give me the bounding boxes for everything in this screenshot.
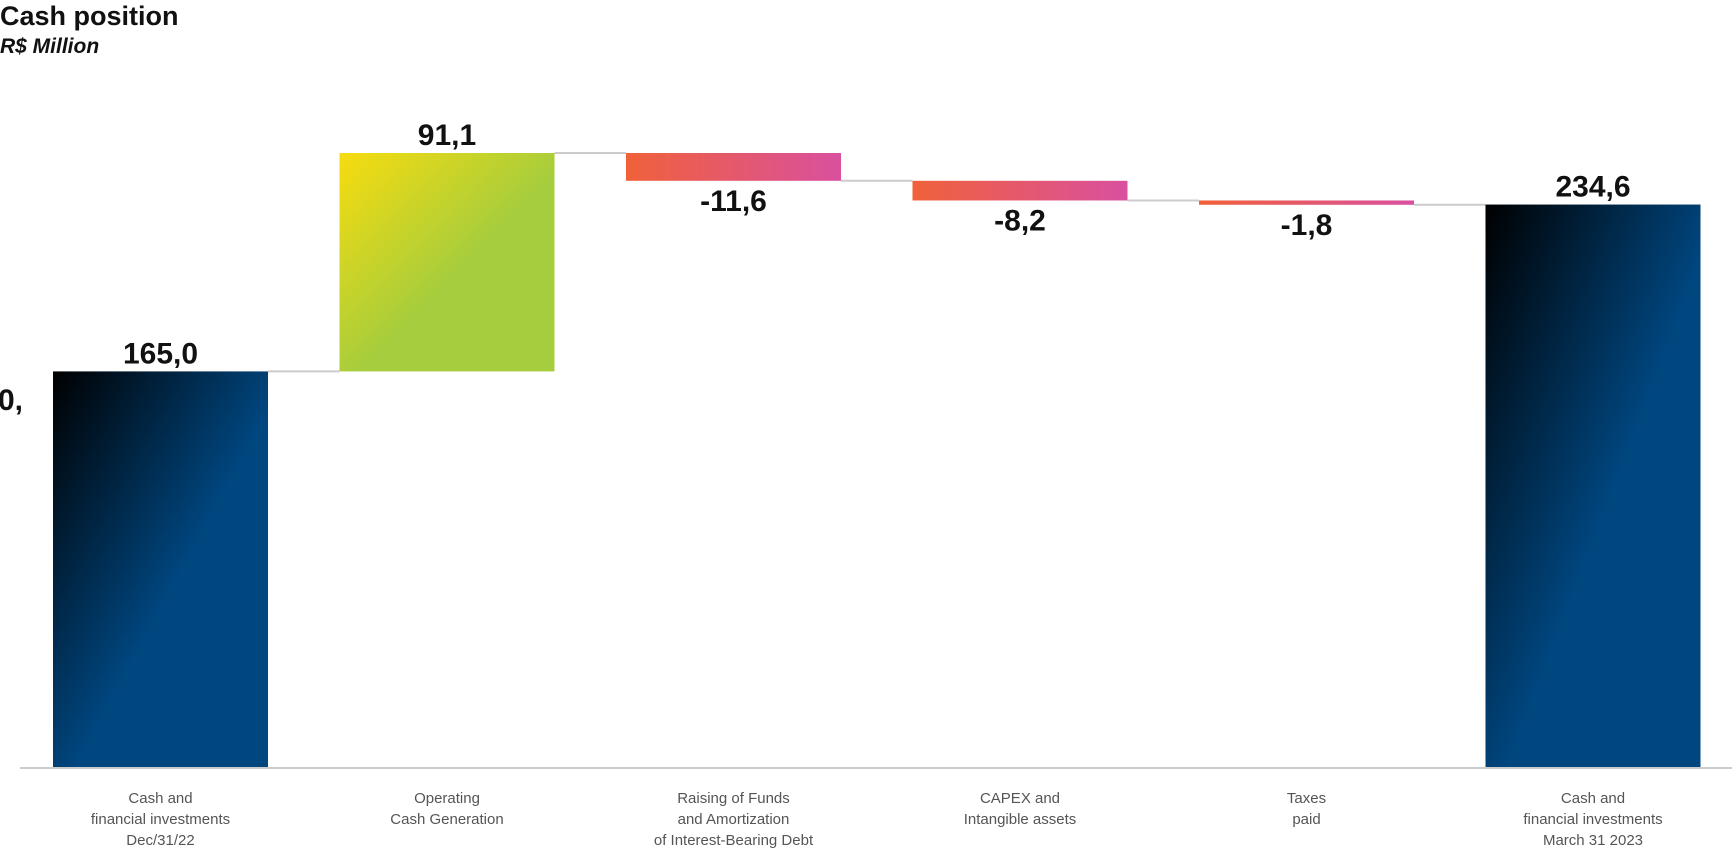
bar-6 xyxy=(1485,204,1701,767)
bar-2 xyxy=(339,153,555,372)
category-label-1: Cash and financial investments Dec/31/22 xyxy=(91,790,230,848)
category-label-5: Taxes paid xyxy=(1287,790,1326,828)
category-label-2: Operating Cash Generation xyxy=(390,790,503,828)
category-label-3: Raising of Funds and Amortization of Inter… xyxy=(654,790,814,848)
cropped-label-fragment: 0, xyxy=(0,384,24,417)
category-labels: Cash and financial investments Dec/31/22 Op… xyxy=(91,790,1663,848)
chart-title: Cash position xyxy=(0,1,179,31)
value-label-5: -1,8 xyxy=(1281,209,1333,242)
category-label-6: Cash and financial investments March 31 20… xyxy=(1523,790,1662,848)
bar-1 xyxy=(53,371,268,767)
bars xyxy=(53,153,1701,767)
category-label-4: CAPEX and Intangible assets xyxy=(964,790,1077,828)
bar-3 xyxy=(626,153,841,181)
bar-5 xyxy=(1199,200,1414,205)
value-label-4: -8,2 xyxy=(994,204,1046,237)
chart-subtitle: R$ Million xyxy=(0,35,100,58)
value-label-3: -11,6 xyxy=(700,185,767,218)
bar-4 xyxy=(912,180,1128,201)
value-label-2: 91,1 xyxy=(418,119,476,152)
value-label-6: 234,6 xyxy=(1555,171,1630,204)
value-labels: 165,0 91,1 -11,6 -8,2 -1,8 234,6 xyxy=(123,119,1631,370)
connector-lines xyxy=(268,152,1486,373)
value-label-1: 165,0 xyxy=(123,337,198,370)
